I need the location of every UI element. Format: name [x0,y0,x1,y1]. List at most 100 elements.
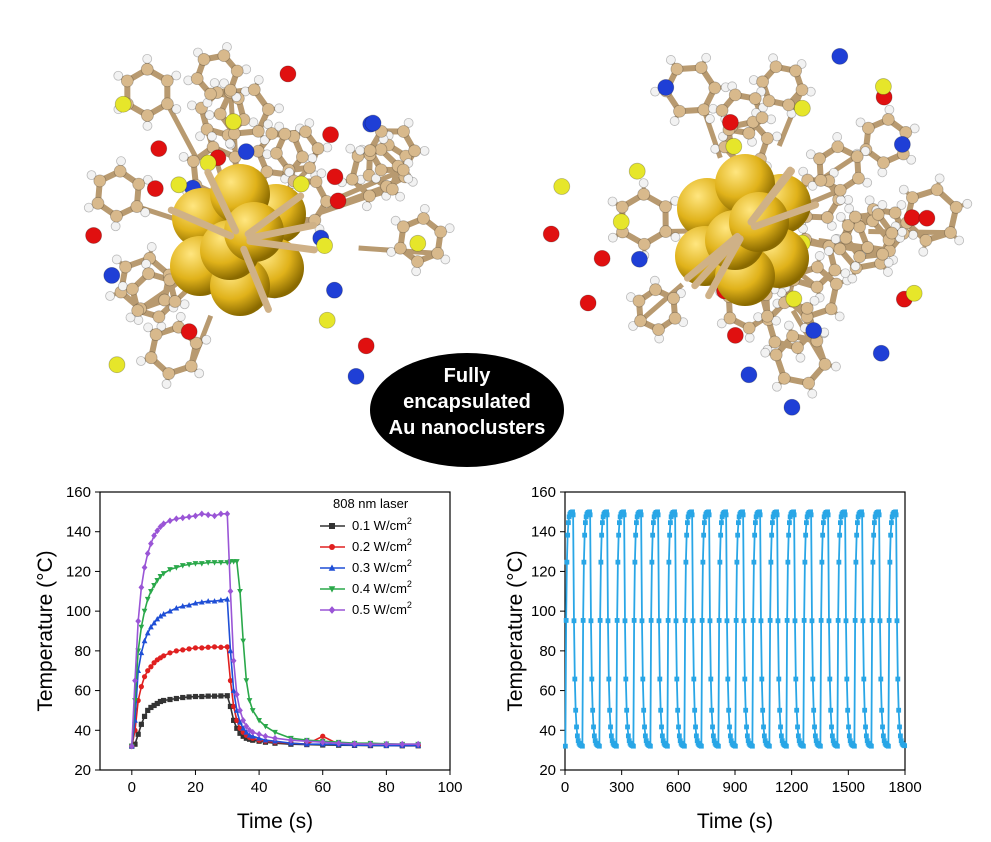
data-point [138,649,145,656]
atom [705,114,715,124]
atom [632,294,646,308]
atom [864,195,875,206]
x-tick-label: 0 [561,779,569,796]
atom [395,191,405,202]
data-point [785,559,791,565]
data-point [828,707,834,713]
data-point [288,736,294,744]
atom [175,311,186,322]
data-point [154,700,160,707]
data-point [233,559,240,565]
data-point [160,520,167,528]
x-tick-label: 1800 [888,779,921,796]
atom [329,192,347,210]
data-point [776,676,782,682]
data-point [741,618,747,624]
atom [278,127,292,141]
data-point [795,733,801,739]
legend-label-5: 0.5 W/cm2 [352,600,412,617]
data-point [727,733,733,739]
atom [840,268,851,279]
data-point [877,618,883,624]
x-tick-label: 60 [314,779,331,796]
atom [160,97,174,111]
data-point [231,703,237,710]
data-point [643,738,649,744]
data-point [706,509,711,515]
data-point [237,730,243,736]
data-point [231,717,237,723]
data-point [580,618,586,623]
data-point [583,514,589,520]
data-point [827,676,833,682]
atom [199,154,217,172]
data-point [651,514,657,520]
data-point [690,618,696,624]
data-point [157,523,164,531]
data-point [218,510,224,518]
legend-label-text: 0.2 W/cm [352,539,407,554]
atom [347,367,365,385]
atom [409,234,427,252]
data-point [843,618,849,624]
atom [777,371,791,385]
y-tick-label: 160 [531,484,556,501]
data-point [141,713,148,719]
data-point [237,719,243,725]
data-point [795,724,800,730]
atom [607,232,618,243]
data-point [723,512,729,518]
series-line [131,598,419,747]
atom [136,356,146,366]
data-point [665,618,671,623]
atom [259,135,270,146]
atom [303,161,317,175]
y-tick-label: 120 [66,563,91,580]
data-point [876,509,881,515]
data-point [804,520,809,526]
data-point [591,724,596,730]
data-point [144,596,151,603]
atom [874,78,892,95]
bond [691,233,742,290]
data-point [173,565,180,571]
atom [871,208,885,221]
data-point [842,509,847,515]
data-point [700,559,706,565]
y-axis-label: Temperature (°C) [34,550,57,711]
atom [113,164,127,178]
atom [126,282,139,296]
data-point [660,738,666,744]
atom [316,237,333,254]
atom [628,162,646,180]
data-point [717,559,723,565]
atom [142,267,155,281]
data-point [161,697,167,704]
data-point [240,725,247,731]
data-point [218,644,224,650]
data-point [256,730,262,738]
data-point [154,578,161,584]
data-point [138,684,144,690]
atom [918,209,936,227]
data-point [766,743,772,749]
data-point [256,718,262,724]
data-point [791,512,797,518]
atom [667,291,680,305]
atom [396,220,410,234]
temperature-power-chart: 0 20 40 60 80 100 20 40 60 80 100 120 140 160 Time (s)… [34,484,463,833]
data-point [157,574,164,580]
data-point [180,647,186,653]
atom [721,113,739,131]
atom [861,241,874,254]
data-point [863,733,869,739]
data-point [249,728,256,736]
data-point [639,618,645,624]
x-tick-label: 1500 [832,779,865,796]
plot-area: 0 300 600 900 1200 1500 1800 20 40 60 80 100 120 140 1… [504,484,922,833]
atom [881,113,895,126]
data-point [812,724,817,730]
atom [814,174,828,187]
bond [165,102,199,160]
atom [831,361,841,372]
